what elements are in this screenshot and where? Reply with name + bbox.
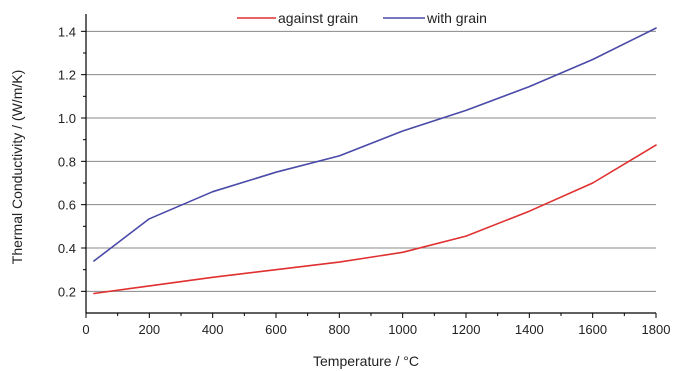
y-tick-label-3: 0.8 [58,154,76,169]
x-tick-label-0: 0 [82,322,89,337]
legend: against grain with grain [237,10,487,26]
x-tick-label-6: 1200 [452,322,481,337]
x-tick-label-9: 1800 [642,322,671,337]
y-tick-label-6: 1.4 [58,24,76,39]
y-axis-title: Thermal Conductivity / (W/m/K) [9,70,25,264]
legend-label-1: with grain [426,10,487,26]
x-tick-label-3: 600 [265,322,287,337]
y-tick-label-4: 1.0 [58,111,76,126]
x-tick-label-7: 1400 [515,322,544,337]
y-tick-label-1: 0.4 [58,241,76,256]
x-tick-label-1: 200 [138,322,160,337]
series-line-0 [93,144,657,295]
y-axis-ticks: 0.2 0.4 0.6 0.8 1.0 1.2 1.4 [58,24,86,299]
x-tick-label-4: 800 [328,322,350,337]
x-tick-label-8: 1600 [578,322,607,337]
x-tick-label-5: 1000 [388,322,417,337]
x-tick-label-2: 400 [202,322,224,337]
x-axis-ticks: 0 200 400 600 800 1000 1200 1400 1600 1800 [82,313,670,337]
y-tick-label-0: 0.2 [58,284,76,299]
series-line-1 [93,27,657,262]
legend-label-0: against grain [278,10,358,26]
series-lines [93,27,657,295]
y-tick-label-2: 0.6 [58,198,76,213]
x-axis-title: Temperature / °C [313,353,419,369]
y-tick-label-5: 1.2 [58,68,76,83]
